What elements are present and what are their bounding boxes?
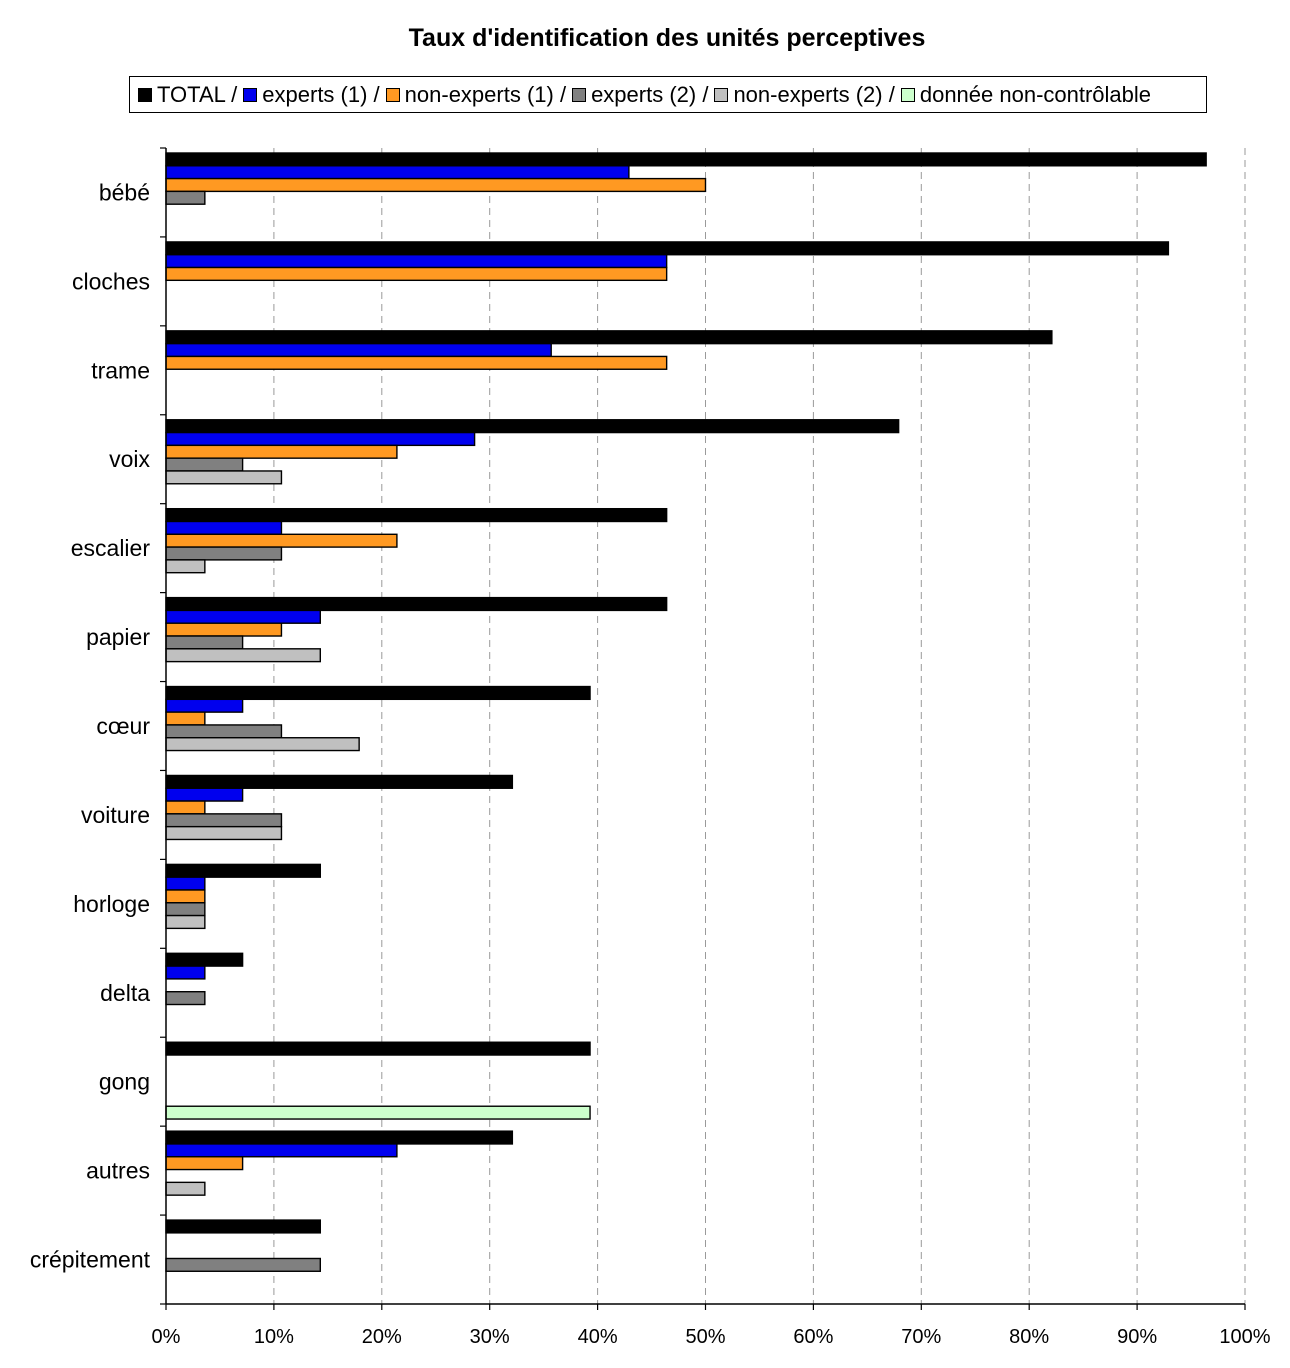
legend-item: experts (2) /	[572, 82, 708, 108]
legend-label: TOTAL /	[157, 81, 238, 107]
bar-1-11	[165, 1143, 398, 1158]
bar-0-0	[165, 152, 1207, 167]
x-tick-label: 30%	[470, 1326, 510, 1348]
bar-0-2	[165, 330, 1053, 345]
category-label: papier	[86, 624, 150, 650]
bar-0-4	[165, 507, 668, 523]
x-tick-label: 10%	[254, 1326, 294, 1348]
legend-swatch	[714, 87, 729, 102]
category-label: crépitement	[30, 1247, 151, 1273]
chart-title: Taux d'identification des unités percept…	[408, 24, 926, 52]
legend-item: non-experts (1) /	[385, 81, 567, 108]
bar-0-10	[165, 1041, 591, 1056]
bar-4-4	[165, 559, 206, 574]
bar-3-0	[165, 190, 206, 205]
x-tick-label: 0%	[152, 1326, 181, 1348]
legend-swatch	[243, 87, 258, 102]
legend-swatch	[900, 87, 915, 102]
bar-3-6	[165, 724, 283, 739]
bar-1-7	[165, 787, 244, 802]
bar-1-2	[165, 342, 552, 358]
legend-label: non-experts (2) /	[733, 81, 895, 107]
legend-swatch	[138, 87, 152, 102]
bar-1-1	[165, 254, 668, 269]
bar-5-10	[165, 1105, 591, 1120]
category-label: bébé	[99, 179, 150, 205]
bar-3-12	[165, 1257, 321, 1272]
legend-item: experts (1) /	[243, 81, 380, 108]
category-label: cloches	[72, 268, 150, 294]
category-label: autres	[86, 1158, 150, 1184]
bar-0-9	[165, 952, 244, 967]
legend-item: non-experts (2) /	[714, 81, 895, 108]
x-tick-label: 80%	[1009, 1326, 1049, 1348]
bar-4-5	[165, 648, 321, 663]
bar-0-8	[165, 863, 321, 878]
x-tick-label: 50%	[685, 1326, 725, 1348]
bar-3-4	[165, 546, 283, 561]
bar-2-6	[165, 711, 206, 726]
bar-2-11	[165, 1156, 244, 1171]
bar-2-5	[165, 622, 283, 637]
bar-3-8	[165, 902, 206, 917]
bar-3-7	[165, 813, 283, 828]
bar-0-3	[165, 419, 900, 434]
category-label: voix	[109, 446, 150, 472]
bar-3-9	[165, 991, 206, 1006]
bar-1-5	[165, 609, 321, 624]
bar-0-1	[165, 241, 1170, 256]
bar-3-5	[165, 635, 244, 650]
category-label: escalier	[71, 535, 151, 561]
bar-2-3	[165, 444, 398, 459]
bar-2-1	[165, 266, 668, 282]
legend-label: donnée non-contrôlable	[919, 81, 1152, 107]
bar-1-8	[165, 876, 206, 891]
bar-1-9	[165, 965, 206, 980]
legend-item: TOTAL /	[138, 82, 237, 108]
bar-2-2	[165, 355, 668, 370]
bar-2-8	[165, 889, 206, 904]
bar-4-6	[165, 737, 360, 752]
chart-legend: TOTAL / experts (1) / non-experts (1) / exp…	[129, 76, 1207, 113]
bar-2-7	[165, 800, 206, 815]
category-label: voiture	[81, 802, 150, 828]
bar-1-3	[165, 431, 476, 447]
x-tick-label: 40%	[578, 1326, 618, 1348]
bar-2-0	[165, 177, 707, 193]
bar-1-0	[165, 165, 630, 180]
bar-4-11	[165, 1181, 206, 1196]
bar-3-3	[165, 457, 244, 472]
legend-label: experts (1) /	[262, 81, 380, 107]
bar-1-4	[165, 520, 283, 535]
category-label: delta	[100, 980, 150, 1006]
bar-0-7	[165, 774, 514, 789]
bar-4-8	[165, 914, 206, 930]
x-tick-label: 90%	[1117, 1326, 1157, 1348]
x-tick-label: 20%	[362, 1326, 402, 1348]
bar-0-12	[165, 1219, 321, 1234]
legend-swatch	[572, 87, 587, 102]
category-label: gong	[99, 1069, 150, 1095]
bar-0-11	[165, 1130, 514, 1145]
legend-swatch	[385, 87, 400, 102]
category-label: trame	[91, 357, 150, 383]
bar-4-3	[165, 470, 283, 485]
bar-0-6	[165, 685, 591, 701]
bar-0-5	[165, 596, 668, 612]
bar-4-7	[165, 825, 283, 841]
x-tick-label: 100%	[1219, 1326, 1270, 1348]
legend-item: donnée non-contrôlable	[900, 81, 1152, 108]
bar-1-6	[165, 698, 244, 713]
x-tick-label: 70%	[901, 1326, 941, 1348]
category-label: cœur	[96, 713, 150, 739]
legend-label: non-experts (1) /	[404, 81, 567, 107]
category-label: horloge	[73, 891, 150, 917]
bar-2-4	[165, 533, 398, 548]
legend-label: experts (2) /	[591, 81, 709, 107]
x-tick-label: 60%	[793, 1326, 833, 1348]
